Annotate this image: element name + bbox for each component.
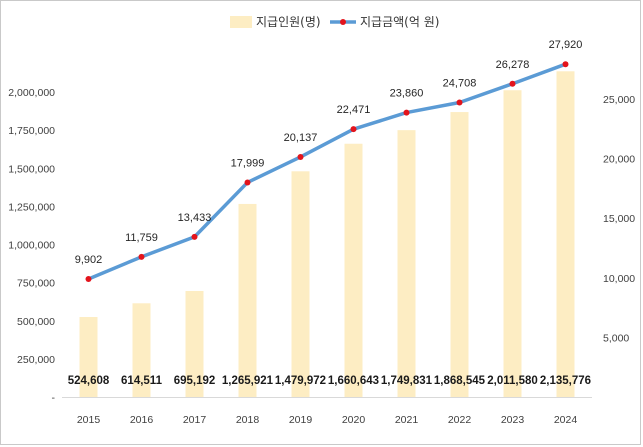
left-axis-tick-label: 250,000 [17, 354, 55, 366]
amount-point [403, 109, 410, 116]
left-axis-tick-label: 1,500,000 [8, 163, 55, 175]
right-axis: 5,000 10,000 15,000 20,000 25,000 [603, 94, 635, 344]
amount-value-label: 27,920 [549, 39, 583, 51]
bar-value-label: 2,011,580 [487, 375, 538, 387]
bar-value-labels: 524,608 614,511 695,192 1,265,921 1,479,972 1… [68, 375, 591, 387]
x-axis-tick-label: 2016 [130, 414, 154, 426]
left-axis-tick-label: 2,000,000 [8, 87, 55, 99]
bar-value-label: 1,479,972 [275, 375, 326, 387]
amount-point [456, 99, 463, 106]
amount-value-label: 13,433 [178, 212, 212, 224]
x-axis-tick-label: 2020 [342, 414, 366, 426]
bar [291, 171, 310, 397]
bar [503, 90, 522, 398]
amount-value-label: 17,999 [231, 157, 265, 169]
bar-value-label: 695,192 [174, 375, 216, 387]
amount-point [297, 153, 304, 160]
right-axis-tick-label: 15,000 [603, 213, 635, 225]
amount-point [85, 275, 92, 282]
legend-label-amount: 지급금액(억 원) [360, 15, 439, 29]
legend-marker-amount [340, 19, 346, 25]
bar [344, 143, 363, 397]
bar [185, 290, 204, 397]
bar-value-label: 524,608 [68, 375, 110, 387]
bar [132, 303, 151, 397]
left-axis-tick-label: 1,250,000 [8, 201, 55, 213]
left-axis-tick-label: - [52, 392, 56, 404]
amount-point [350, 126, 357, 133]
amount-value-label: 11,759 [125, 232, 158, 244]
bar-value-label: 1,868,545 [434, 375, 486, 387]
x-axis-tick-label: 2024 [554, 414, 578, 426]
bar [450, 112, 469, 398]
right-axis-tick-label: 20,000 [603, 154, 635, 166]
bar-value-label: 1,660,643 [328, 375, 379, 387]
left-axis-tick-label: 500,000 [17, 316, 55, 328]
x-axis-tick-label: 2021 [395, 414, 419, 426]
x-axis-tick-label: 2022 [448, 414, 472, 426]
x-axis-tick-label: 2015 [77, 414, 101, 426]
amount-value-label: 26,278 [496, 59, 530, 71]
bar [397, 130, 416, 398]
left-axis: - 250,000 500,000 750,000 1,000,000 1,250,000… [8, 87, 55, 404]
x-axis-tick-label: 2017 [183, 414, 207, 426]
legend: 지급인원(명) 지급금액(억 원) [230, 15, 439, 29]
amount-value-label: 23,860 [390, 88, 424, 100]
legend-label-people: 지급인원(명) [256, 15, 321, 29]
line-series: 9,902 11,759 13,433 17,999 20,137 22,471 23,86… [75, 39, 583, 282]
x-axis: 2015 2016 2017 2018 2019 2020 2021 2022 2023 2024 [62, 397, 592, 426]
amount-point [191, 233, 198, 240]
bar [238, 203, 257, 397]
left-axis-tick-label: 1,750,000 [8, 125, 55, 137]
bar [79, 316, 98, 397]
bar-series [79, 71, 575, 398]
bar [556, 71, 575, 397]
bar-value-label: 1,749,831 [381, 375, 433, 387]
amount-value-label: 20,137 [284, 132, 318, 144]
amount-point [562, 61, 569, 68]
legend-swatch-people [230, 16, 252, 28]
left-axis-tick-label: 750,000 [17, 278, 55, 290]
amount-value-label: 9,902 [75, 254, 103, 266]
amount-point [244, 179, 251, 186]
bar-value-label: 2,135,776 [540, 375, 591, 387]
bar-value-label: 1,265,921 [222, 375, 274, 387]
amount-value-label: 24,708 [443, 77, 477, 89]
right-axis-tick-label: 10,000 [603, 273, 635, 285]
right-axis-tick-label: 25,000 [603, 94, 635, 106]
right-axis-tick-label: 5,000 [603, 332, 629, 344]
x-axis-tick-label: 2018 [236, 414, 260, 426]
amount-point [138, 253, 145, 260]
x-axis-tick-label: 2019 [289, 414, 313, 426]
amount-point [509, 80, 516, 87]
amount-value-label: 22,471 [337, 104, 371, 116]
amount-line [86, 62, 568, 281]
left-axis-tick-label: 1,000,000 [8, 240, 55, 252]
bar-value-label: 614,511 [121, 375, 163, 387]
x-axis-tick-label: 2023 [501, 414, 525, 426]
